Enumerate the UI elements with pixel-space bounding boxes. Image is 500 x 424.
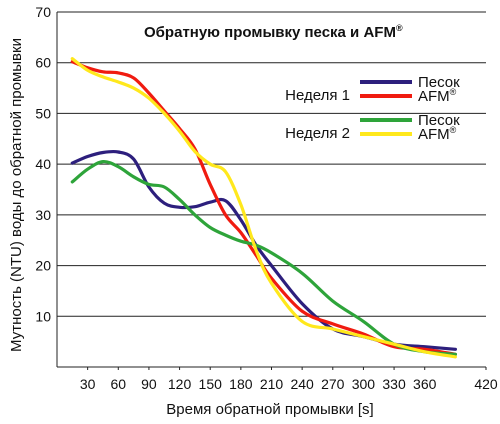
x-tick-label: 120 (168, 376, 192, 392)
grid-lines (57, 11, 486, 317)
x-tick-label: 180 (229, 376, 253, 392)
axes (56, 12, 487, 370)
y-tick-label: 30 (35, 207, 51, 223)
x-tick-label: 300 (352, 376, 376, 392)
x-axis-label: Время обратной промывки [s] (166, 401, 373, 418)
y-axis-label: Мутность (NTU) воды до обратной промывки (8, 38, 25, 352)
x-tick-label: 60 (110, 376, 126, 392)
series-line-2 (70, 159, 457, 356)
legend-label-0: Песок (418, 74, 460, 91)
x-tick-label: 90 (141, 376, 157, 392)
legend-group-label: Неделя 2 (285, 125, 350, 142)
series-lines (70, 57, 457, 359)
tick-labels: 10 20 30 40 50 60 70 30 60 90 120 150 180 210 240 270 30… (35, 4, 497, 392)
x-tick-label: 420 (474, 376, 498, 392)
series-line-3 (70, 57, 457, 359)
y-tick-label: 60 (35, 55, 51, 71)
series-line-1 (70, 60, 457, 356)
chart-title: Обратную промывку песка и AFM® (144, 23, 403, 41)
x-tick-label: 210 (260, 376, 284, 392)
x-tick-label: 30 (80, 376, 96, 392)
x-tick-label: 240 (290, 376, 314, 392)
x-tick-label: 360 (413, 376, 437, 392)
legend-label-2: Песок (418, 112, 460, 129)
y-tick-label: 20 (35, 258, 51, 274)
y-tick-label: 40 (35, 156, 51, 172)
legend-label-1: AFM® (418, 87, 457, 105)
y-tick-label: 50 (35, 105, 51, 121)
x-tick-label: 270 (321, 376, 345, 392)
y-tick-label: 10 (35, 308, 51, 324)
legend-group-label: Неделя 1 (285, 87, 350, 104)
x-tick-label: 330 (382, 376, 406, 392)
x-tick-label: 150 (199, 376, 223, 392)
legend-label-3: AFM® (418, 125, 457, 143)
y-tick-label: 70 (35, 4, 51, 20)
